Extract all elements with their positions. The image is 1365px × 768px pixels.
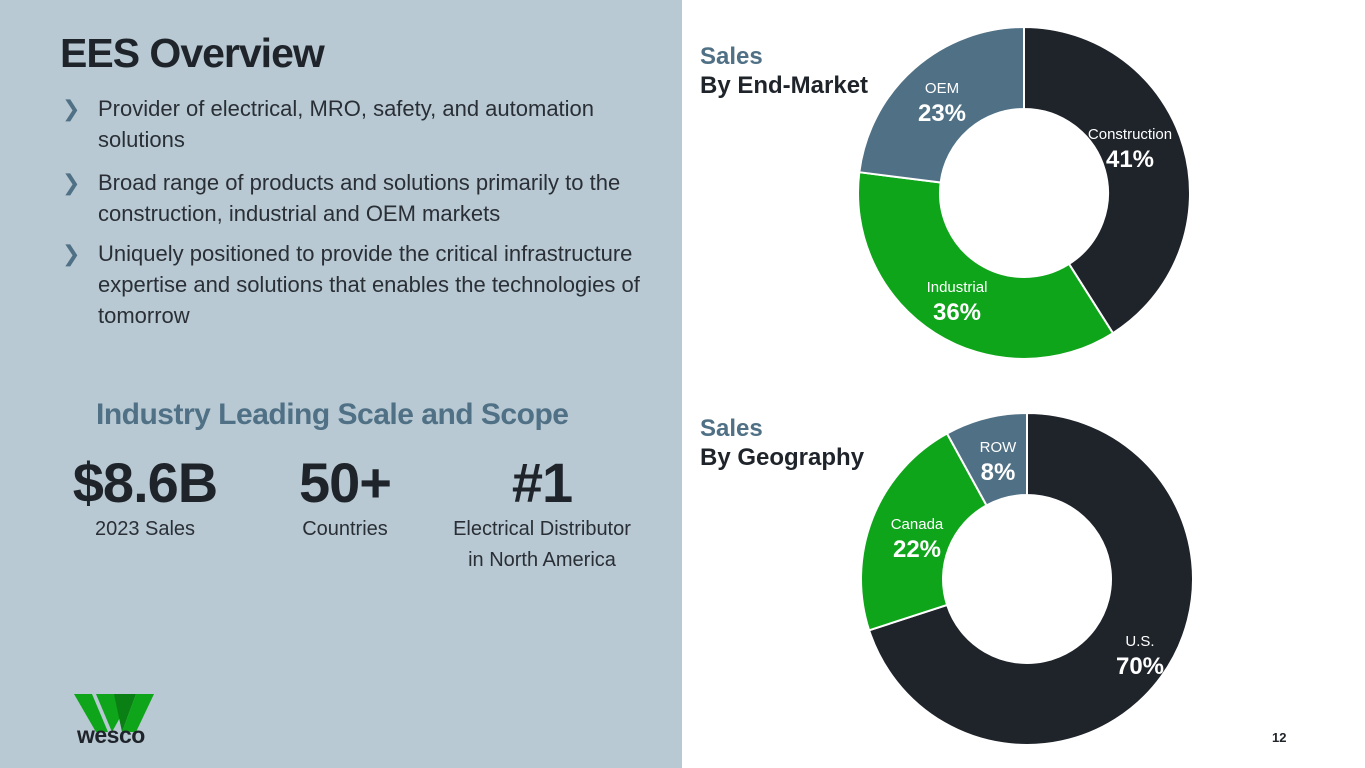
slice-value-label: 41% [1106, 146, 1154, 173]
scale-heading: Industry Leading Scale and Scope [96, 398, 569, 431]
donut-slice-row [945, 411, 1028, 507]
slice-category-label: U.S. [1125, 633, 1154, 650]
stat-value: #1 [511, 451, 573, 514]
bullet-item: ❯ Uniquely positioned to provide the cri… [62, 238, 652, 331]
donut-slice-construction [1023, 25, 1191, 335]
stat-label: 2023 Sales [94, 518, 196, 540]
chart-title: Sales [700, 415, 763, 442]
stat-value: 50+ [299, 451, 392, 514]
chevron-right-icon: ❯ [62, 170, 81, 195]
slice-value-label: 8% [981, 459, 1016, 486]
slice-value-label: 70% [1116, 653, 1164, 680]
stat-label: Electrical Distributor [453, 518, 631, 540]
donut-slice-u-s [867, 411, 1194, 746]
wesco-logo-icon [74, 694, 154, 732]
end-market-donut-chart: Construction 41% Industrial 36% OEM 23% [857, 25, 1191, 360]
slice-category-label: OEM [925, 80, 959, 97]
left-panel: EES Overview ❯ Provider of electrical, M… [0, 0, 682, 768]
chevron-right-icon: ❯ [62, 96, 81, 121]
slice-value-label: 22% [893, 536, 941, 563]
slice-category-label: Construction [1088, 126, 1172, 143]
slice-category-label: Industrial [927, 279, 988, 296]
slide-title: EES Overview [60, 30, 325, 76]
donut-slice-oem [858, 25, 1025, 184]
bullet-text: Broad range of products and solutions pr… [98, 170, 621, 226]
page-number: 12 [1272, 730, 1287, 745]
chevron-right-icon: ❯ [62, 241, 81, 266]
bullet-text: Provider of electrical, MRO, safety, and… [98, 96, 595, 152]
chart-title: Sales [700, 43, 763, 70]
logo-wordmark: wesco [77, 722, 145, 748]
stat-rank: #1 Electrical Distributor in North Ameri… [432, 452, 652, 576]
slice-value-label: 23% [918, 100, 966, 127]
stat-sales: $8.6B 2023 Sales [50, 452, 240, 545]
bullet-item: ❯ Provider of electrical, MRO, safety, a… [62, 93, 652, 155]
bullet-item: ❯ Broad range of products and solutions … [62, 167, 652, 229]
stat-label: Countries [302, 518, 388, 540]
stat-countries: 50+ Countries [270, 452, 420, 545]
chart-subtitle: By End-Market [700, 72, 869, 99]
slice-category-label: Canada [891, 516, 944, 533]
slice-category-label: ROW [980, 439, 1018, 456]
stat-label: in North America [468, 549, 616, 571]
chart-title-end-market: Sales By End-Market [700, 42, 868, 100]
geography-donut-chart: U.S. 70% Canada 22% ROW 8% [860, 411, 1194, 746]
bullet-text: Uniquely positioned to provide the criti… [98, 241, 640, 328]
slice-value-label: 36% [933, 299, 981, 326]
stat-value: $8.6B [72, 451, 218, 514]
chart-title-geography: Sales By Geography [700, 414, 864, 472]
chart-subtitle: By Geography [700, 444, 865, 471]
donut-slice-canada [860, 432, 988, 632]
donut-slice-industrial [857, 171, 1115, 360]
